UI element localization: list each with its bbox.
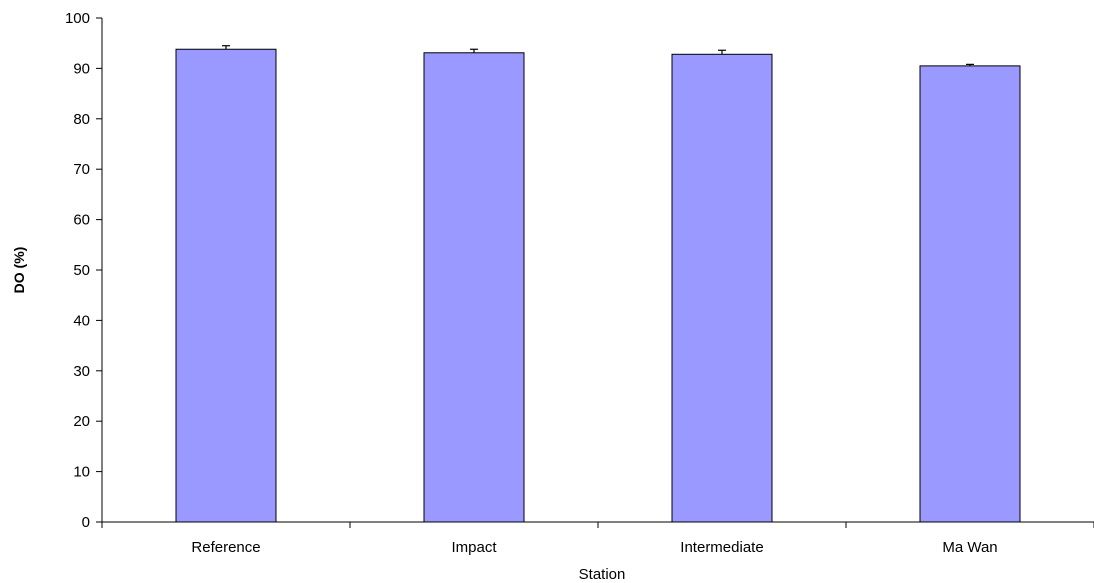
y-tick-label: 20 — [73, 413, 90, 430]
y-tick-label: 10 — [73, 464, 90, 481]
y-tick-label: 30 — [73, 363, 90, 380]
x-tick-label: Reference — [191, 539, 260, 556]
y-tick-label: 40 — [73, 312, 90, 329]
y-axis-title: DO (%) — [11, 247, 27, 294]
x-tick-label: Impact — [451, 539, 497, 556]
y-tick-label: 50 — [73, 262, 90, 279]
y-tick-label: 60 — [73, 212, 90, 229]
y-tick-label: 70 — [73, 161, 90, 178]
x-tick-label: Intermediate — [680, 539, 763, 556]
bar — [423, 52, 525, 523]
bar — [671, 53, 773, 523]
bar — [919, 65, 1021, 523]
y-tick-label: 100 — [65, 10, 90, 27]
y-tick-label: 0 — [82, 514, 90, 531]
y-tick-label: 80 — [73, 111, 90, 128]
bar — [175, 48, 277, 523]
x-axis-title: Station — [579, 566, 626, 583]
plot-area: 0 10 20 30 40 50 60 70 80 90 100 Reference Impact Int… — [65, 10, 1094, 556]
x-tick-label: Ma Wan — [942, 539, 997, 556]
y-tick-label: 90 — [73, 60, 90, 77]
